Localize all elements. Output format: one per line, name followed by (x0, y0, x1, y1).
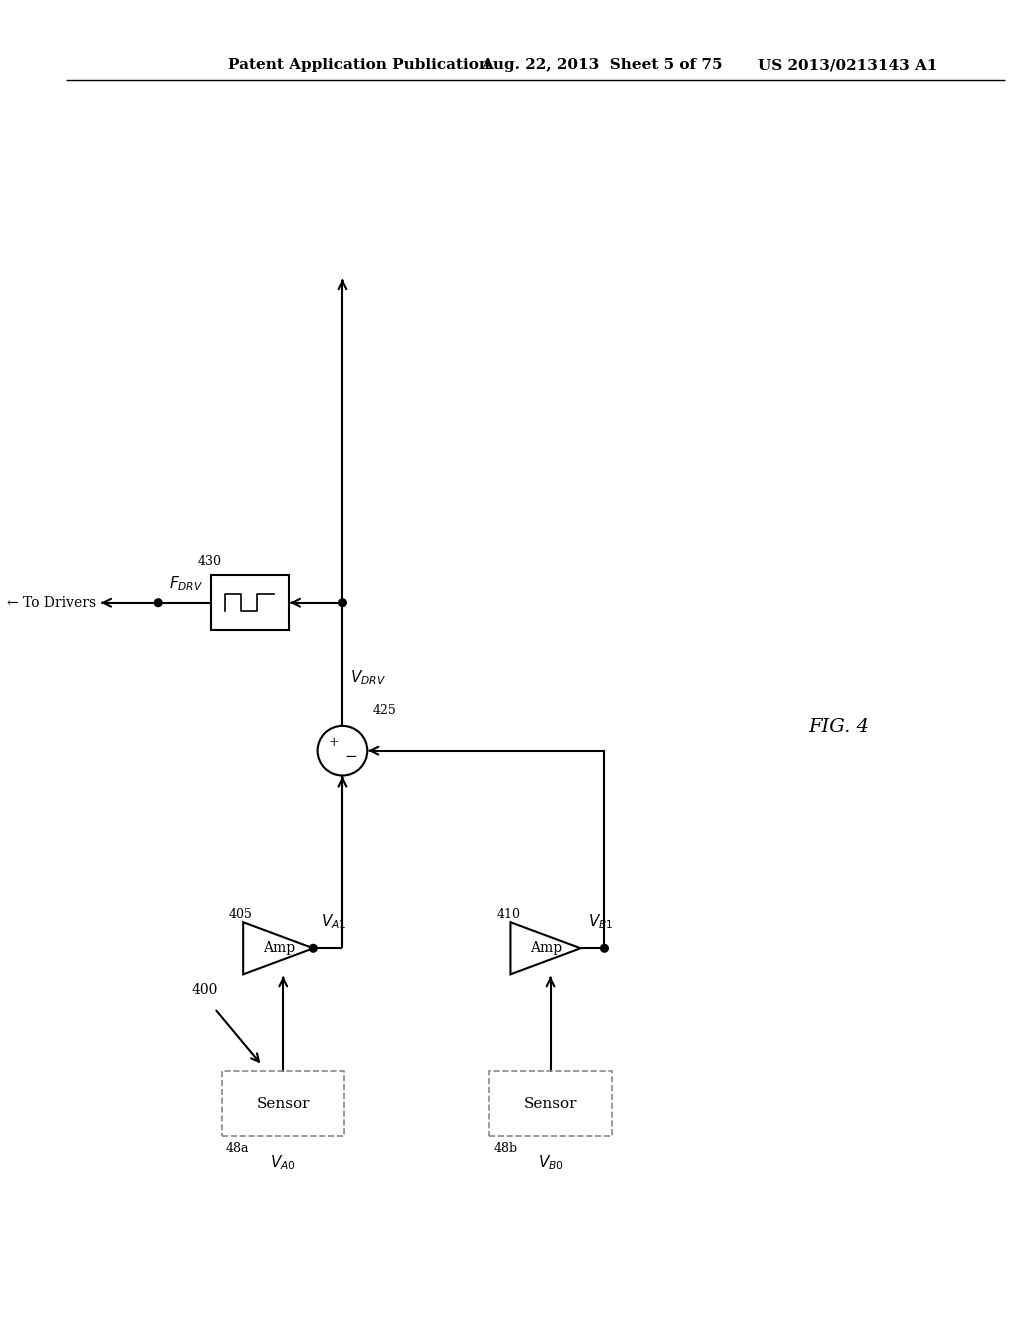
Circle shape (155, 599, 162, 607)
Text: $F_{DRV}$: $F_{DRV}$ (169, 574, 203, 593)
Text: 410: 410 (496, 908, 520, 921)
Text: Amp: Amp (530, 941, 562, 956)
Bar (211, 576, 289, 631)
Text: Amp: Amp (263, 941, 295, 956)
Text: $V_{B0}$: $V_{B0}$ (538, 1154, 563, 1172)
Text: 405: 405 (228, 908, 253, 921)
Bar (222, 1072, 344, 1137)
Circle shape (601, 945, 608, 952)
Polygon shape (243, 923, 313, 974)
Text: 425: 425 (373, 705, 396, 717)
Text: 430: 430 (198, 556, 221, 569)
Text: 48a: 48a (226, 1142, 250, 1155)
Circle shape (317, 726, 368, 776)
Text: $V_{DRV}$: $V_{DRV}$ (350, 669, 386, 688)
Text: Aug. 22, 2013  Sheet 5 of 75: Aug. 22, 2013 Sheet 5 of 75 (481, 58, 722, 73)
Text: Sensor: Sensor (524, 1097, 578, 1111)
Bar (489, 1072, 611, 1137)
Text: 400: 400 (191, 983, 218, 997)
Text: US 2013/0213143 A1: US 2013/0213143 A1 (758, 58, 937, 73)
Text: FIG. 4: FIG. 4 (808, 718, 869, 735)
Text: $V_{A0}$: $V_{A0}$ (270, 1154, 296, 1172)
Text: $V_{B1}$: $V_{B1}$ (588, 912, 613, 931)
Text: $V_{A1}$: $V_{A1}$ (321, 912, 346, 931)
Text: −: − (345, 750, 357, 764)
Text: Sensor: Sensor (256, 1097, 310, 1111)
Text: Patent Application Publication: Patent Application Publication (228, 58, 489, 73)
Text: 48b: 48b (494, 1142, 517, 1155)
Polygon shape (510, 923, 581, 974)
Text: +: + (329, 735, 339, 748)
Circle shape (309, 945, 317, 952)
Text: ← To Drivers: ← To Drivers (7, 595, 96, 610)
Circle shape (339, 599, 346, 607)
